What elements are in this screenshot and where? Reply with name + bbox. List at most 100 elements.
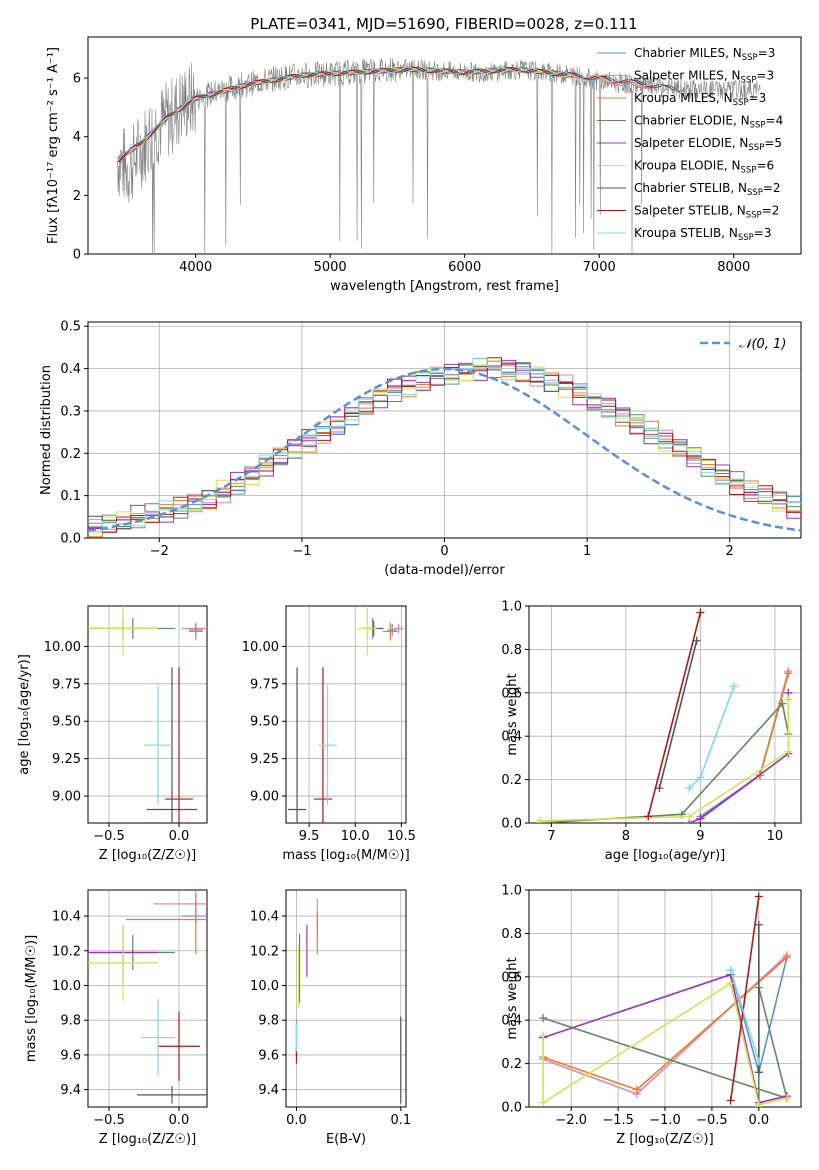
y-axis-label: mass weight <box>505 673 520 755</box>
plot-area <box>117 57 761 254</box>
weight-marker <box>754 892 763 901</box>
x-tick-label: −0.5 <box>93 829 125 844</box>
y-tick-label: 0.2 <box>60 447 81 462</box>
residuals-panel: −2 −1 0 1 2 0.0 0.1 0.2 0.3 0.4 0.5 (data-model)/er… <box>39 320 802 578</box>
y-tick-label: 2 <box>73 189 81 204</box>
weight-line <box>729 970 760 1062</box>
x-tick-label: −0.5 <box>696 1113 728 1128</box>
x-tick-label: 10 <box>767 829 784 844</box>
weight-marker <box>726 966 735 975</box>
weight-vs-metallicity-panel: −2.0 −1.5 −1.0 −0.5 0.0 0.0 0.2 0.4 0.6 0.8 1.0 Z [… <box>501 884 802 1147</box>
x-axis-label: (data-model)/error <box>384 563 505 578</box>
x-axis-label: Z [log₁₀(Z/Z☉)] <box>616 1132 713 1147</box>
y-tick-label: 10.00 <box>242 640 279 655</box>
x-tick-label: 9 <box>696 829 704 844</box>
x-tick-label: 9.5 <box>299 829 320 844</box>
weight-marker <box>782 1094 791 1103</box>
x-tick-label: 0.1 <box>390 1113 411 1128</box>
y-tick-label: 4 <box>73 130 81 145</box>
legend-entry: Chabrier STELIB, NSSP=2 <box>634 181 781 198</box>
x-tick-label: 0.0 <box>169 1113 190 1128</box>
y-axis-label: mass weight <box>505 957 520 1039</box>
x-axis-label: age [log₁₀(age/yr)] <box>605 848 726 863</box>
y-tick-label: 0.1 <box>60 489 81 504</box>
weight-marker <box>784 695 793 704</box>
plot-area <box>295 898 402 1104</box>
age-vs-mass-panel: 9.5 10.0 10.5 9.00 9.25 9.50 9.75 10.00 mass [lo… <box>242 605 416 863</box>
x-tick-label: 6000 <box>448 260 481 275</box>
legend-entry: 𝒩(0, 1) <box>739 337 786 352</box>
age-vs-metallicity-panel: −0.5 0.0 9.00 9.25 9.50 9.75 10.00 Z [log₁₀(Z/Z… <box>17 605 208 863</box>
plot-area <box>536 608 793 823</box>
y-tick-label: 9.6 <box>60 1048 81 1063</box>
x-tick-label: 2 <box>726 544 734 559</box>
x-tick-label: 0 <box>440 544 448 559</box>
weight-marker <box>539 1014 548 1023</box>
weight-marker <box>696 608 705 617</box>
plot-area <box>88 606 207 823</box>
x-tick-label: −1.0 <box>649 1113 681 1128</box>
x-tick-label: −2 <box>150 544 169 559</box>
y-tick-label: 9.4 <box>258 1083 279 1098</box>
weight-marker <box>696 814 705 823</box>
y-tick-label: 0.6 <box>501 970 522 985</box>
axes-frame <box>528 605 802 824</box>
weight-line <box>540 701 790 823</box>
y-tick-label: 0.4 <box>60 362 81 377</box>
weight-marker <box>685 784 694 793</box>
y-tick-label: 0.4 <box>501 730 522 745</box>
y-tick-label: 10.0 <box>250 979 279 994</box>
weight-marker <box>539 1098 548 1107</box>
residual-histogram <box>88 357 801 532</box>
legend-entry: Kroupa MILES, NSSP=3 <box>634 91 766 108</box>
model-spectrum-line <box>117 66 573 159</box>
weight-marker <box>754 920 763 929</box>
y-tick-label: 9.00 <box>250 790 279 805</box>
weight-marker <box>784 747 793 756</box>
y-tick-label: 0.0 <box>60 532 81 547</box>
y-axis-label: mass [log₁₀(M/M☉)] <box>24 935 39 1062</box>
weight-marker <box>726 1096 735 1105</box>
weight-line <box>729 896 760 1101</box>
weight-marker <box>778 699 787 708</box>
x-tick-label: 8 <box>622 829 630 844</box>
weight-marker <box>784 669 793 678</box>
y-tick-label: 0.2 <box>501 1057 522 1072</box>
x-axis-label: mass [log₁₀(M/M☉)] <box>282 848 409 863</box>
weight-marker <box>696 773 705 782</box>
x-axis-label: wavelength [Angstrom, rest frame] <box>330 279 559 294</box>
x-tick-label: −1 <box>292 544 311 559</box>
axes-frame <box>285 605 407 824</box>
y-tick-label: 6 <box>73 72 81 87</box>
weight-marker <box>726 979 735 988</box>
y-tick-label: 9.00 <box>52 790 81 805</box>
x-tick-label: 7 <box>547 829 555 844</box>
y-tick-label: 0.2 <box>501 773 522 788</box>
legend-entry: Salpeter ELODIE, NSSP=5 <box>634 136 782 153</box>
legend-entry: Chabrier ELODIE, NSSP=4 <box>634 114 783 131</box>
x-tick-label: 10.5 <box>387 829 416 844</box>
plot-area <box>287 606 404 823</box>
x-tick-label: 10.0 <box>341 829 370 844</box>
x-tick-label: 8000 <box>717 260 750 275</box>
mass-vs-ebv-panel: 0.0 0.1 9.4 9.6 9.8 10.0 10.2 10.4 E(B-V) <box>250 889 411 1147</box>
weight-marker <box>644 812 653 821</box>
y-tick-label: 10.00 <box>44 640 81 655</box>
weight-line <box>540 699 790 822</box>
weight-marker <box>655 784 664 793</box>
axes-frame <box>528 889 802 1108</box>
weight-vs-age-panel: 7 8 9 10 0.0 0.2 0.4 0.6 0.8 1.0 age [log₁₀(age/yr… <box>501 600 802 863</box>
y-tick-label: 9.25 <box>250 752 279 767</box>
x-tick-label: 7000 <box>583 260 616 275</box>
axes-frame <box>285 889 407 1108</box>
model-spectrum-line <box>117 66 573 161</box>
y-tick-label: 9.8 <box>60 1014 81 1029</box>
y-tick-label: 10.4 <box>250 910 279 925</box>
axes-frame <box>87 321 802 539</box>
y-tick-label: 0.0 <box>501 817 522 832</box>
y-tick-label: 1.0 <box>501 884 522 899</box>
x-tick-label: 0.0 <box>748 1113 769 1128</box>
y-axis-label: age [log₁₀(age/yr)] <box>17 654 32 775</box>
legend-entry: Salpeter STELIB, NSSP=2 <box>634 204 779 221</box>
plot-area <box>539 892 791 1107</box>
